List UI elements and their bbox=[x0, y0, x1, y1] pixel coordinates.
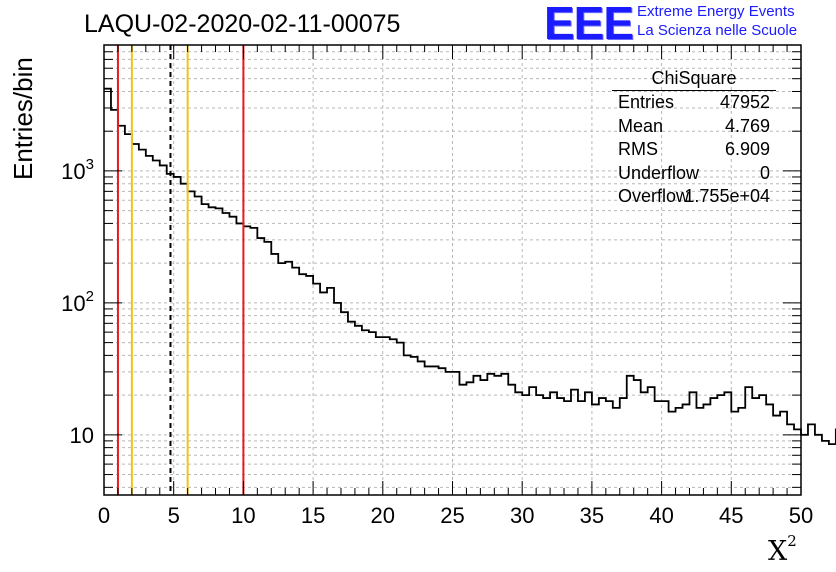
y-tick-label-exponent: 2 bbox=[86, 288, 94, 305]
y-tick-label-base: 10 bbox=[61, 291, 85, 316]
grid-lines bbox=[104, 44, 801, 495]
stats-value: 0 bbox=[759, 162, 770, 183]
y-tick-label-exponent: 3 bbox=[86, 156, 94, 173]
stats-key: Entries bbox=[618, 92, 675, 112]
stats-row-underflow: Underflow 0 bbox=[612, 162, 776, 186]
logo-line-2: La Scienza nelle Scuole bbox=[637, 22, 798, 39]
y-tick-label-base: 10 bbox=[70, 423, 94, 448]
stats-key: Overflow bbox=[618, 186, 690, 206]
y-tick-label: 10 bbox=[70, 423, 94, 448]
x-axis-label-exponent: 2 bbox=[787, 532, 797, 550]
x-tick-label: 5 bbox=[168, 503, 180, 528]
x-axis-label: X2 bbox=[768, 532, 797, 567]
x-tick-label: 50 bbox=[789, 503, 813, 528]
y-axis-label-wrap: Entries/bin bbox=[8, 57, 38, 210]
stats-row-rms: RMS 6.909 bbox=[612, 138, 776, 162]
x-axis-label-base: X bbox=[768, 536, 788, 567]
stats-value: 47952 bbox=[719, 92, 770, 112]
y-axis-label: Entries/bin bbox=[8, 57, 38, 180]
stats-row-entries: Entries 47952 bbox=[612, 91, 776, 115]
chart-title: LAQU-02-2020-02-11-00075 bbox=[84, 10, 401, 38]
stats-key: Underflow bbox=[618, 162, 700, 183]
x-tick-label: 40 bbox=[649, 503, 673, 528]
stats-box: ChiSquare Entries 47952 Mean 4.769 RMS 6… bbox=[612, 66, 776, 209]
y-tick-label-base: 10 bbox=[61, 159, 85, 184]
stats-value: 4.769 bbox=[724, 115, 770, 136]
x-tick-label: 45 bbox=[719, 503, 743, 528]
x-tick-label: 35 bbox=[580, 503, 604, 528]
stats-box-title: ChiSquare bbox=[612, 66, 776, 91]
x-tick-label: 30 bbox=[510, 503, 534, 528]
x-tick-label: 15 bbox=[301, 503, 325, 528]
x-tick-label: 20 bbox=[371, 503, 395, 528]
stats-row-mean: Mean 4.769 bbox=[612, 115, 776, 139]
stats-value: 1.755e+04 bbox=[684, 186, 770, 206]
x-tick-label: 10 bbox=[231, 503, 255, 528]
axis-ticks bbox=[103, 44, 802, 495]
histogram-series bbox=[104, 87, 836, 446]
logo-line-1: Extreme Energy Events bbox=[637, 3, 795, 20]
eee-logo: EEE bbox=[544, 0, 634, 49]
stats-key: RMS bbox=[618, 139, 658, 159]
stats-key: Mean bbox=[618, 115, 664, 136]
x-tick-label: 0 bbox=[98, 503, 110, 528]
x-tick-label: 25 bbox=[440, 503, 464, 528]
stats-value: 6.909 bbox=[724, 139, 770, 159]
stats-row-overflow: Overflow 1.755e+04 bbox=[612, 185, 776, 209]
y-tick-label: 103 bbox=[61, 156, 94, 184]
y-tick-label: 102 bbox=[61, 288, 94, 316]
